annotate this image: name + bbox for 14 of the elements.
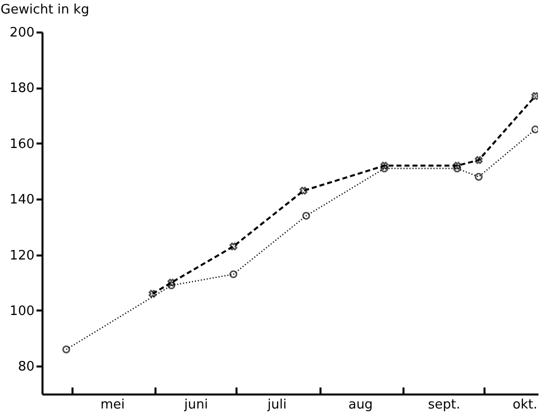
x-tick-label: okt. xyxy=(512,398,538,412)
x-tick-label: aug xyxy=(348,398,373,412)
y-tick-label: 120 xyxy=(10,248,34,264)
y-tick-label: 180 xyxy=(10,81,34,96)
y-tick-label: 80 xyxy=(18,360,34,375)
y-tick-label: 100 xyxy=(10,304,34,319)
x-tick-label: sept. xyxy=(428,398,460,412)
x-tick-label: juli xyxy=(266,398,287,412)
y-tick-label: 200 xyxy=(10,26,34,40)
y-axis-title: Gewicht in kg xyxy=(0,2,90,18)
y-tick-label: 140 xyxy=(10,192,34,208)
x-tick-label: mei xyxy=(100,398,125,412)
x-tick-label: juni xyxy=(183,398,208,412)
y-tick-label: 160 xyxy=(10,136,34,152)
